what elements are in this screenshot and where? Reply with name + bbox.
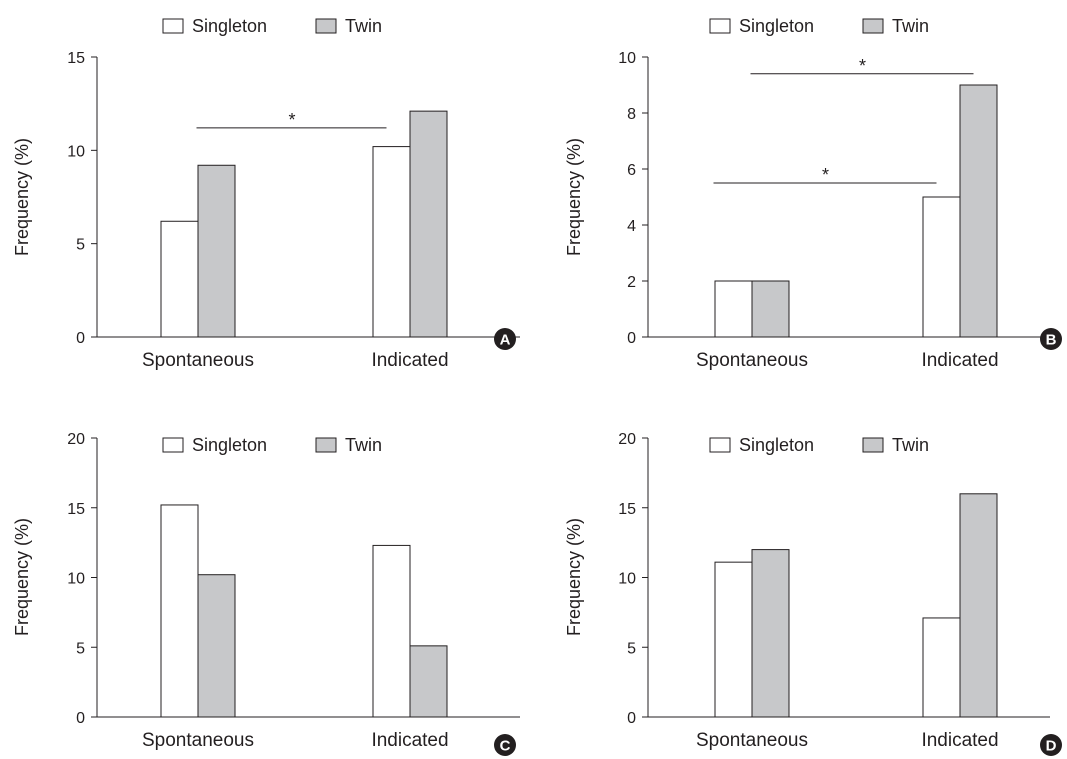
- y-tick-label: 5: [76, 237, 85, 254]
- y-axis-title: Frequency (%): [12, 518, 32, 636]
- bar-twin-indicated: [409, 110, 448, 338]
- legend-swatch-twin: [315, 437, 337, 453]
- chart-panel-d: 0 5 10 15 20 Spontaneous Indicated Frequency (%…: [564, 431, 1062, 756]
- significance-asterisk: *: [859, 56, 866, 76]
- legend-label-singleton: Singleton: [192, 16, 267, 36]
- x-category-label: Indicated: [921, 730, 998, 751]
- y-tick-label: 5: [76, 640, 85, 657]
- legend-swatch-twin: [315, 18, 337, 34]
- legend-swatch-singleton: [709, 437, 731, 453]
- chart-panel-a: 0 5 10 15 Spontaneous Indicated Frequency (%) S…: [12, 16, 520, 371]
- x-category-label: Spontaneous: [142, 730, 254, 751]
- y-tick-label: 0: [76, 330, 85, 347]
- chart-panel-c: 0 5 10 15 20 Spontaneous Indicated Frequency (%…: [12, 431, 520, 756]
- legend-label-singleton: Singleton: [739, 435, 814, 455]
- panel-badge: [1040, 734, 1062, 756]
- legend: Singleton Twin: [709, 16, 929, 36]
- bar-twin-spontaneous: [751, 549, 790, 718]
- y-tick-label: 0: [627, 710, 636, 727]
- legend-swatch-twin: [862, 18, 884, 34]
- y-tick-label: 2: [627, 274, 636, 291]
- bar-twin-indicated: [959, 84, 998, 338]
- bar-twin-spontaneous: [751, 280, 790, 338]
- legend-label-twin: Twin: [345, 435, 382, 455]
- y-tick-label: 20: [67, 431, 85, 448]
- y-tick-label: 5: [627, 640, 636, 657]
- bar-singleton-spontaneous: [714, 561, 753, 718]
- y-tick-label: 20: [618, 431, 636, 448]
- y-tick-label: 15: [67, 50, 85, 67]
- bar-singleton-spontaneous: [160, 504, 199, 718]
- bar-twin-spontaneous: [197, 164, 236, 338]
- legend-swatch-singleton: [709, 18, 731, 34]
- y-tick-label: 0: [76, 710, 85, 727]
- y-axis-title: Frequency (%): [12, 138, 32, 256]
- legend-label-twin: Twin: [345, 16, 382, 36]
- x-category-label: Spontaneous: [696, 730, 808, 751]
- legend-swatch-singleton: [162, 437, 184, 453]
- legend: Singleton Twin: [162, 16, 382, 36]
- y-tick-label: 10: [67, 143, 85, 160]
- bar-twin-indicated: [959, 493, 998, 718]
- x-category-label: Indicated: [371, 730, 448, 751]
- significance-asterisk: *: [822, 165, 829, 185]
- x-category-label: Spontaneous: [142, 350, 254, 371]
- bar-twin-indicated: [409, 645, 448, 718]
- legend-swatch-singleton: [162, 18, 184, 34]
- legend: Singleton Twin: [162, 435, 382, 455]
- panel-letter: C: [500, 738, 511, 755]
- legend-label-twin: Twin: [892, 16, 929, 36]
- significance-asterisk: *: [288, 110, 295, 130]
- bar-singleton-indicated: [922, 617, 961, 718]
- panel-letter: B: [1046, 332, 1057, 349]
- y-tick-label: 6: [627, 162, 636, 179]
- bar-twin-spontaneous: [197, 574, 236, 718]
- panel-letter: A: [500, 332, 511, 349]
- bar-singleton-indicated: [372, 544, 411, 718]
- chart-panel-b: 0 2 4 6 8 10 Spontaneous Indicated Frequency (%)…: [564, 16, 1062, 371]
- y-axis-title: Frequency (%): [564, 138, 584, 256]
- y-tick-label: 8: [627, 106, 636, 123]
- legend-label-singleton: Singleton: [739, 16, 814, 36]
- y-tick-label: 10: [67, 571, 85, 588]
- bar-singleton-indicated: [922, 196, 961, 338]
- panel-badge: [494, 734, 516, 756]
- x-category-label: Indicated: [921, 350, 998, 371]
- y-tick-label: 0: [627, 330, 636, 347]
- x-category-label: Indicated: [371, 350, 448, 371]
- bar-singleton-spontaneous: [714, 280, 753, 338]
- y-tick-label: 10: [618, 50, 636, 67]
- panel-letter: D: [1046, 738, 1057, 755]
- y-axis-title: Frequency (%): [564, 518, 584, 636]
- bar-singleton-indicated: [372, 146, 411, 338]
- legend-label-singleton: Singleton: [192, 435, 267, 455]
- x-category-label: Spontaneous: [696, 350, 808, 371]
- legend-label-twin: Twin: [892, 435, 929, 455]
- legend-swatch-twin: [862, 437, 884, 453]
- y-tick-label: 4: [627, 218, 636, 235]
- panel-badge: [494, 328, 516, 350]
- y-tick-label: 15: [618, 501, 636, 518]
- bar-singleton-spontaneous: [160, 220, 199, 338]
- panel-badge: [1040, 328, 1062, 350]
- y-tick-label: 10: [618, 571, 636, 588]
- y-tick-label: 15: [67, 501, 85, 518]
- legend: Singleton Twin: [709, 435, 929, 455]
